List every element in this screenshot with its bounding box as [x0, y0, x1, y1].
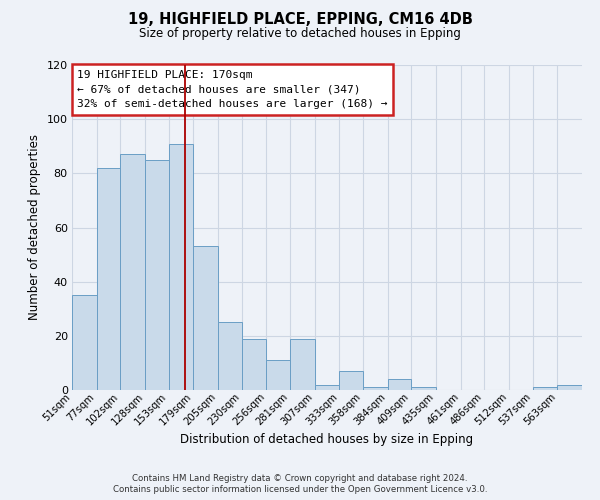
- Bar: [363, 388, 388, 390]
- Bar: [145, 160, 169, 390]
- Text: 19 HIGHFIELD PLACE: 170sqm
← 67% of detached houses are smaller (347)
32% of sem: 19 HIGHFIELD PLACE: 170sqm ← 67% of deta…: [77, 70, 388, 110]
- Bar: [193, 246, 218, 390]
- Bar: [388, 379, 412, 390]
- Bar: [121, 154, 145, 390]
- Bar: [314, 384, 340, 390]
- Y-axis label: Number of detached properties: Number of detached properties: [28, 134, 41, 320]
- Bar: [557, 384, 582, 390]
- Bar: [340, 371, 363, 390]
- Bar: [242, 338, 266, 390]
- Text: Contains HM Land Registry data © Crown copyright and database right 2024.
Contai: Contains HM Land Registry data © Crown c…: [113, 474, 487, 494]
- Bar: [290, 338, 314, 390]
- Bar: [412, 388, 436, 390]
- Bar: [169, 144, 193, 390]
- X-axis label: Distribution of detached houses by size in Epping: Distribution of detached houses by size …: [181, 432, 473, 446]
- Bar: [218, 322, 242, 390]
- Bar: [533, 388, 557, 390]
- Bar: [72, 295, 97, 390]
- Text: 19, HIGHFIELD PLACE, EPPING, CM16 4DB: 19, HIGHFIELD PLACE, EPPING, CM16 4DB: [128, 12, 472, 28]
- Bar: [266, 360, 290, 390]
- Text: Size of property relative to detached houses in Epping: Size of property relative to detached ho…: [139, 28, 461, 40]
- Bar: [97, 168, 121, 390]
